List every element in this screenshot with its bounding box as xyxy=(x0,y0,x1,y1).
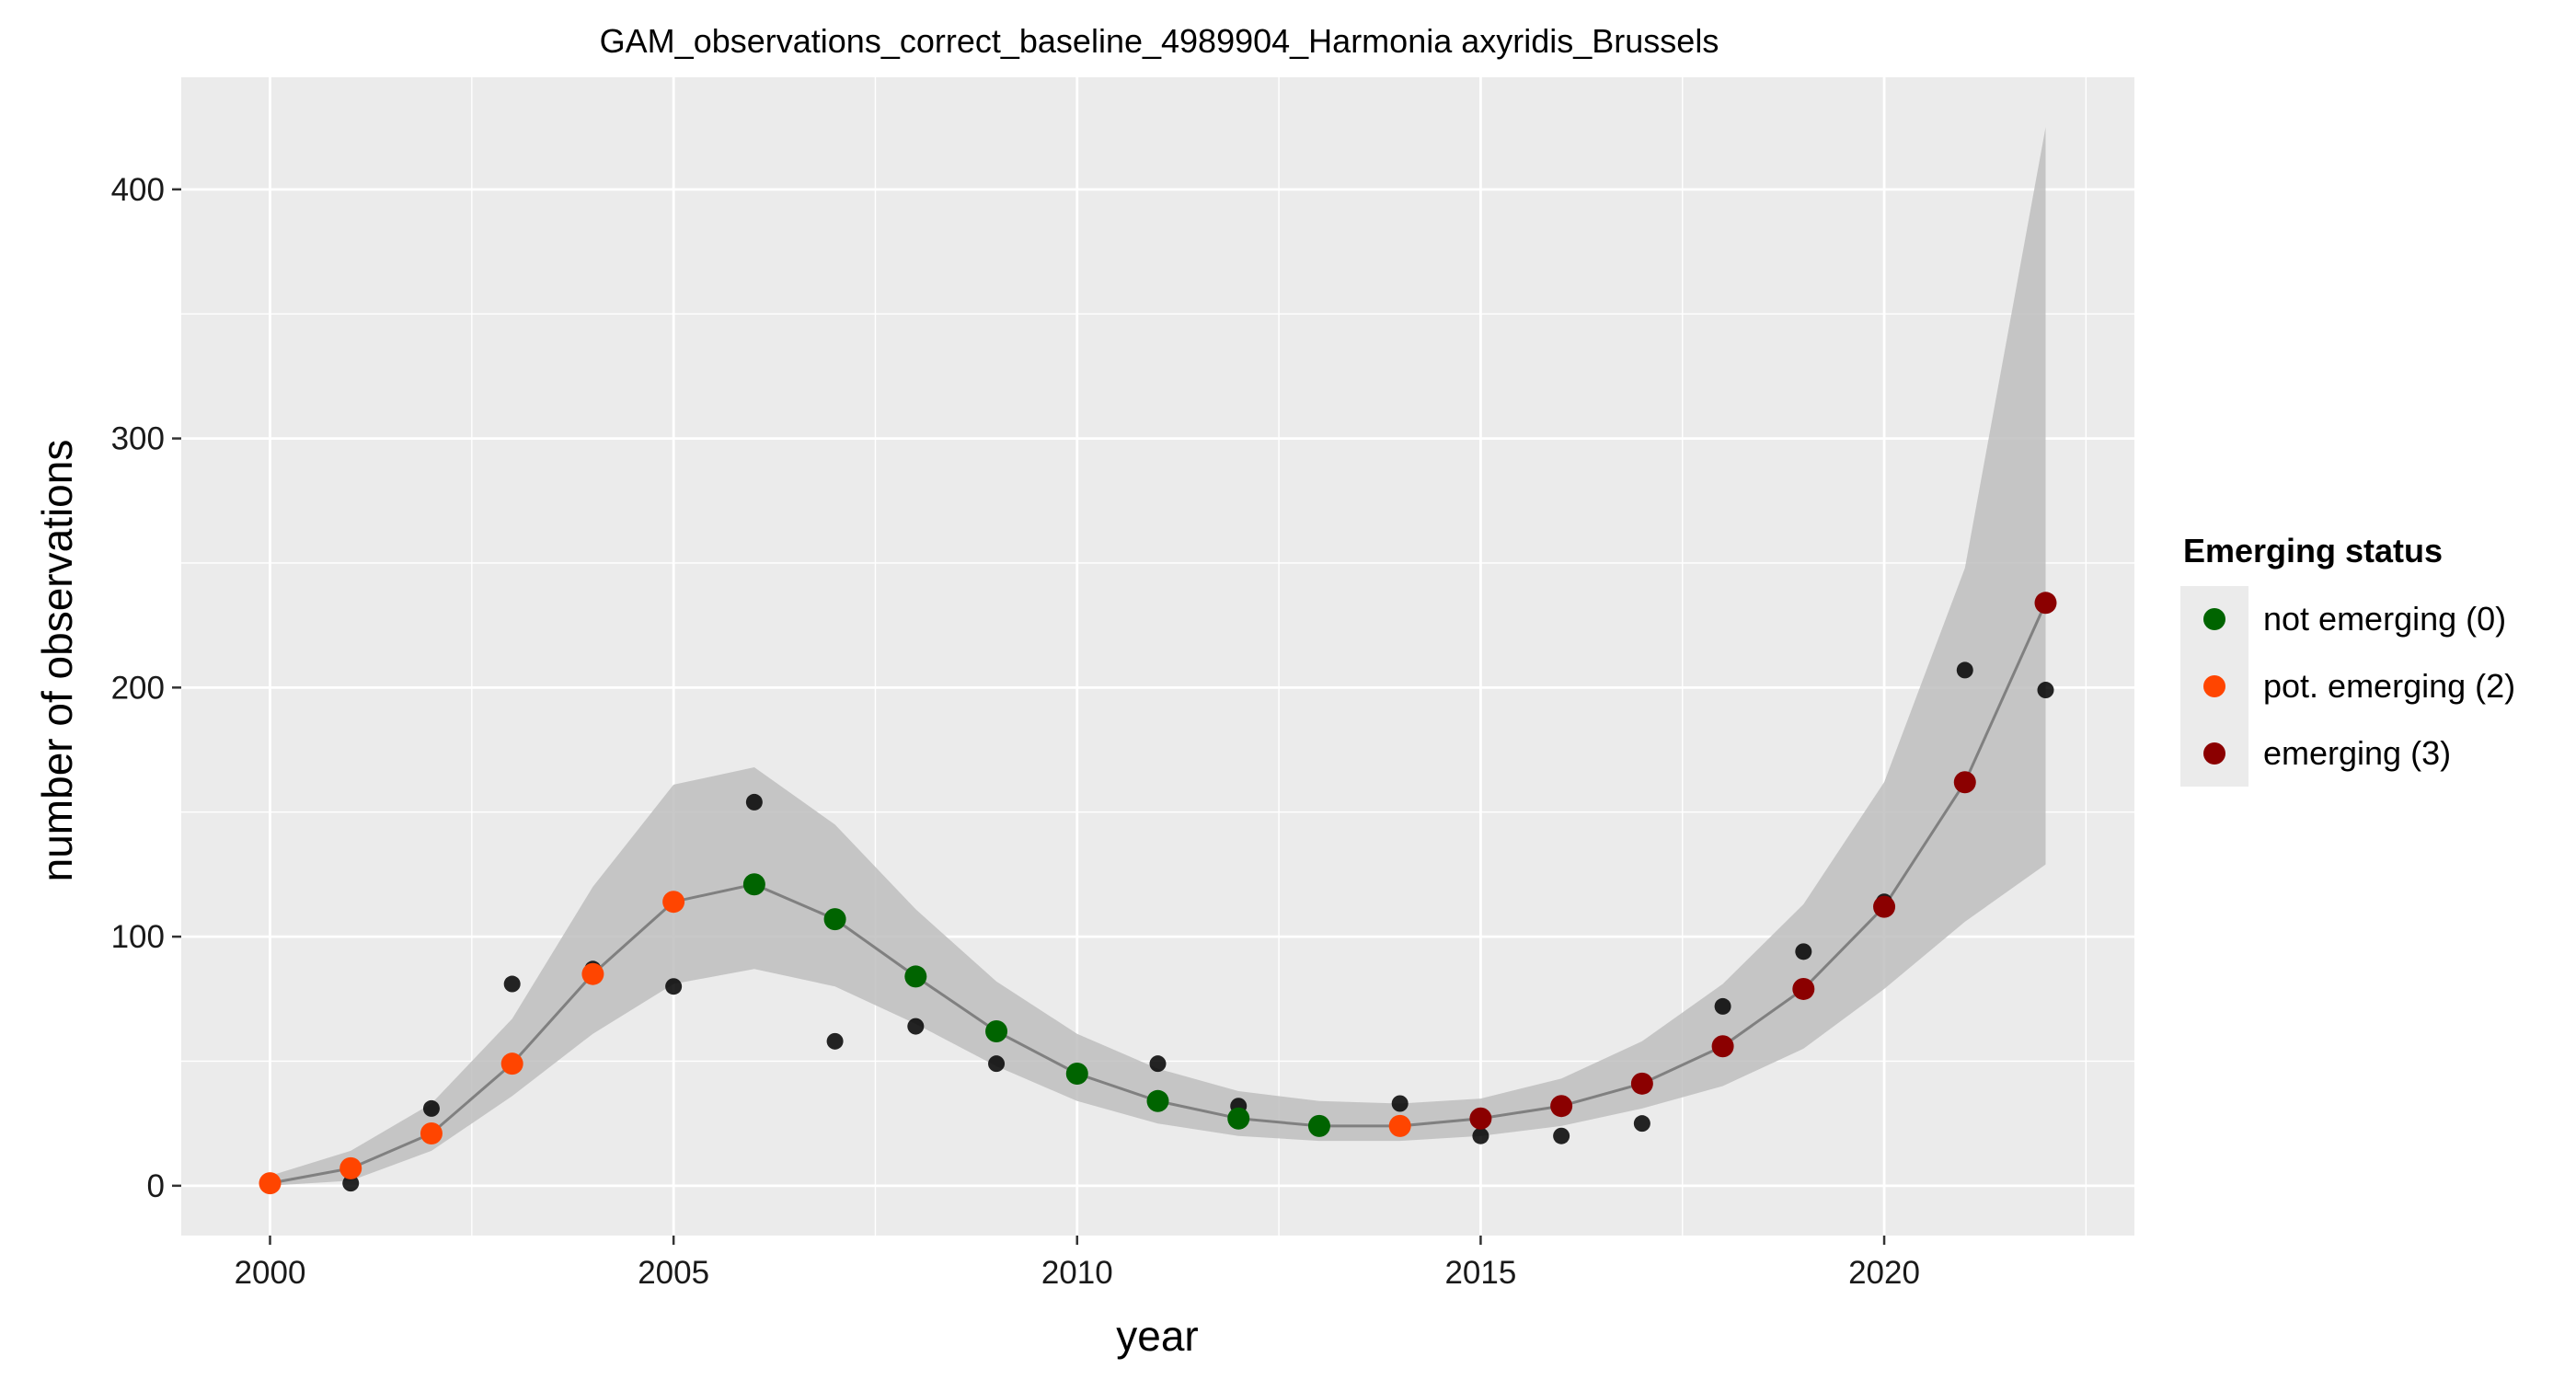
x-tick-label: 2020 xyxy=(1848,1255,1920,1291)
y-tick-label: 100 xyxy=(111,919,165,955)
legend-key xyxy=(2203,742,2225,765)
fit-point xyxy=(339,1156,362,1179)
observed-point xyxy=(1956,661,1973,679)
legend-title: Emerging status xyxy=(2183,532,2443,569)
observed-point xyxy=(2037,682,2054,699)
fit-point xyxy=(904,965,927,988)
fit-point xyxy=(581,962,604,985)
fit-point xyxy=(1307,1114,1330,1137)
fit-point xyxy=(1953,771,1976,794)
fit-point xyxy=(1873,895,1896,918)
y-tick-label: 400 xyxy=(111,172,165,208)
legend-label: not emerging (0) xyxy=(2263,600,2506,638)
fit-points xyxy=(259,592,2057,1195)
fit-point xyxy=(662,891,685,914)
fit-point xyxy=(259,1172,282,1195)
observed-point xyxy=(1795,943,1812,960)
y-axis-title: number of observations xyxy=(33,440,81,882)
x-tick-label: 2005 xyxy=(638,1255,709,1291)
legend-label: emerging (3) xyxy=(2263,734,2451,772)
x-tick-label: 2000 xyxy=(235,1255,306,1291)
y-tick-label: 200 xyxy=(111,670,165,706)
observed-point xyxy=(1714,997,1731,1015)
fit-point xyxy=(500,1052,523,1075)
x-axis-title: year xyxy=(1116,1312,1198,1360)
fit-point xyxy=(1469,1107,1492,1130)
grid-lines xyxy=(181,77,2134,1236)
observed-point xyxy=(745,793,763,811)
fit-point xyxy=(1388,1114,1411,1137)
fit-point xyxy=(742,873,765,896)
observed-point xyxy=(826,1032,844,1050)
y-tick-label: 0 xyxy=(147,1168,165,1204)
confidence-ribbon xyxy=(270,127,2046,1186)
fit-point xyxy=(985,1019,1008,1042)
fit-point xyxy=(2034,592,2057,615)
observed-point xyxy=(665,978,683,995)
legend: Emerging status not emerging (0) pot. eme… xyxy=(2180,532,2515,787)
legend-key xyxy=(2203,675,2225,697)
chart-title: GAM_observations_correct_baseline_498990… xyxy=(600,22,1719,60)
observed-point xyxy=(1472,1127,1489,1144)
y-tick-label: 300 xyxy=(111,421,165,457)
x-tick-label: 2010 xyxy=(1041,1255,1113,1291)
axes: 2000 2005 2010 2015 2020 0 100 200 300 400 xyxy=(111,172,1920,1291)
fit-point xyxy=(823,908,846,931)
observed-point xyxy=(1391,1095,1409,1112)
observed-point xyxy=(422,1099,440,1117)
observed-point xyxy=(1553,1127,1570,1144)
fit-point xyxy=(1711,1035,1734,1058)
observed-point xyxy=(1633,1115,1650,1133)
fit-point xyxy=(420,1121,443,1144)
observed-point xyxy=(1149,1055,1167,1073)
fit-point xyxy=(1146,1089,1169,1112)
x-tick-label: 2015 xyxy=(1444,1255,1516,1291)
fit-point xyxy=(1550,1095,1573,1118)
legend-key xyxy=(2203,608,2225,630)
observed-point xyxy=(988,1055,1006,1073)
observed-point xyxy=(907,1018,925,1035)
observed-point xyxy=(342,1175,360,1192)
legend-label: pot. emerging (2) xyxy=(2263,667,2515,705)
observed-point xyxy=(503,975,521,993)
fit-point xyxy=(1630,1072,1653,1095)
fit-point xyxy=(1792,977,1815,1000)
fit-point xyxy=(1065,1063,1088,1086)
fit-point xyxy=(1227,1107,1250,1130)
